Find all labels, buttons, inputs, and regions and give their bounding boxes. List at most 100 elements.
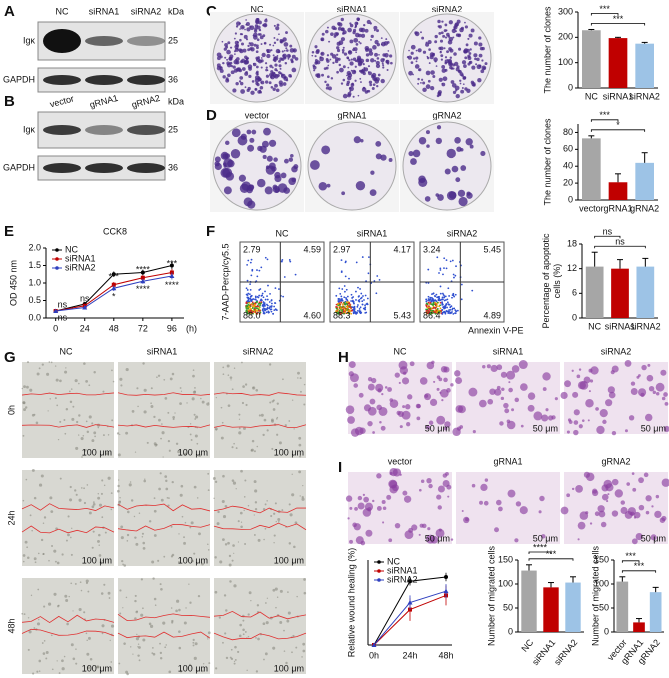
colony (462, 83, 465, 86)
wound-edge (21, 503, 115, 511)
colony (384, 53, 389, 58)
event (259, 299, 262, 302)
colony (341, 51, 345, 54)
cell (224, 632, 227, 635)
panel-label: D (206, 107, 217, 124)
event (434, 301, 436, 304)
event (366, 297, 369, 300)
cell (47, 410, 49, 412)
colony (418, 136, 427, 145)
migrated-cell (463, 516, 470, 524)
event (250, 274, 253, 277)
colony (258, 28, 262, 32)
colony (461, 86, 464, 89)
event (429, 296, 432, 299)
x-tick-label: NC (585, 91, 598, 101)
colony (256, 46, 259, 50)
migrated-cell (541, 414, 549, 422)
event (456, 309, 459, 312)
cell (80, 589, 83, 592)
cell (229, 656, 232, 659)
cell (222, 366, 225, 369)
colony (249, 42, 254, 47)
colony (480, 69, 485, 74)
scale-label: 100 μm (274, 447, 304, 457)
event (248, 305, 250, 308)
cell (75, 493, 78, 496)
cell (233, 552, 235, 554)
migrated-cell (349, 539, 353, 544)
event (251, 311, 254, 314)
event (351, 306, 354, 309)
x-axis-label: (h) (186, 323, 197, 333)
cell (152, 652, 156, 656)
colony (331, 25, 336, 30)
migrated-cell (628, 415, 635, 421)
colony (471, 65, 476, 70)
event (425, 310, 428, 312)
cell (215, 667, 218, 670)
cell (28, 630, 32, 634)
event (341, 303, 344, 306)
event (443, 299, 446, 302)
event (356, 312, 359, 314)
size-label: 36 (168, 74, 178, 84)
wound-edge (21, 614, 115, 624)
cell (144, 478, 146, 480)
cell (207, 549, 210, 551)
cell (240, 521, 243, 523)
event (438, 272, 440, 274)
colony (370, 38, 372, 41)
colony (446, 148, 456, 159)
cell (53, 549, 57, 553)
colony (245, 58, 248, 61)
colony (463, 48, 469, 53)
colony (268, 81, 272, 85)
colony (269, 64, 273, 68)
migrated-cell (498, 506, 503, 512)
colony (352, 28, 357, 33)
cell (151, 560, 155, 564)
event (439, 269, 442, 271)
migrated-cell (442, 473, 448, 478)
cell (120, 384, 123, 387)
cell (153, 534, 157, 537)
cell (68, 390, 71, 393)
event (338, 303, 341, 306)
colony (424, 196, 431, 202)
migrated-cell (596, 425, 605, 435)
migrated-cell (630, 381, 636, 386)
cell (91, 422, 94, 425)
cell (59, 379, 62, 383)
cell (97, 426, 100, 429)
micrograph (22, 470, 114, 566)
colony (336, 46, 340, 50)
colony (364, 28, 369, 33)
cell (232, 544, 235, 547)
event (363, 307, 366, 310)
colony (348, 50, 352, 54)
colony (245, 70, 248, 74)
migrated-cell (496, 364, 503, 371)
migrated-cell (496, 385, 501, 390)
colony (280, 172, 287, 179)
event (255, 305, 258, 308)
cell (193, 413, 196, 416)
cell (274, 587, 278, 591)
cell (122, 563, 124, 566)
colony (372, 45, 377, 50)
colony (221, 40, 224, 43)
cell (83, 501, 87, 505)
event (449, 311, 452, 314)
cell (64, 370, 68, 374)
event (426, 306, 429, 309)
migrated-cell (635, 532, 643, 541)
quadrant-value: 86.4 (423, 310, 441, 320)
migrated-cell (365, 529, 373, 537)
cell (151, 652, 154, 655)
cell (275, 520, 277, 523)
cell (242, 628, 245, 631)
event (441, 296, 444, 299)
micrograph (214, 578, 306, 674)
migrated-cell (581, 419, 585, 422)
